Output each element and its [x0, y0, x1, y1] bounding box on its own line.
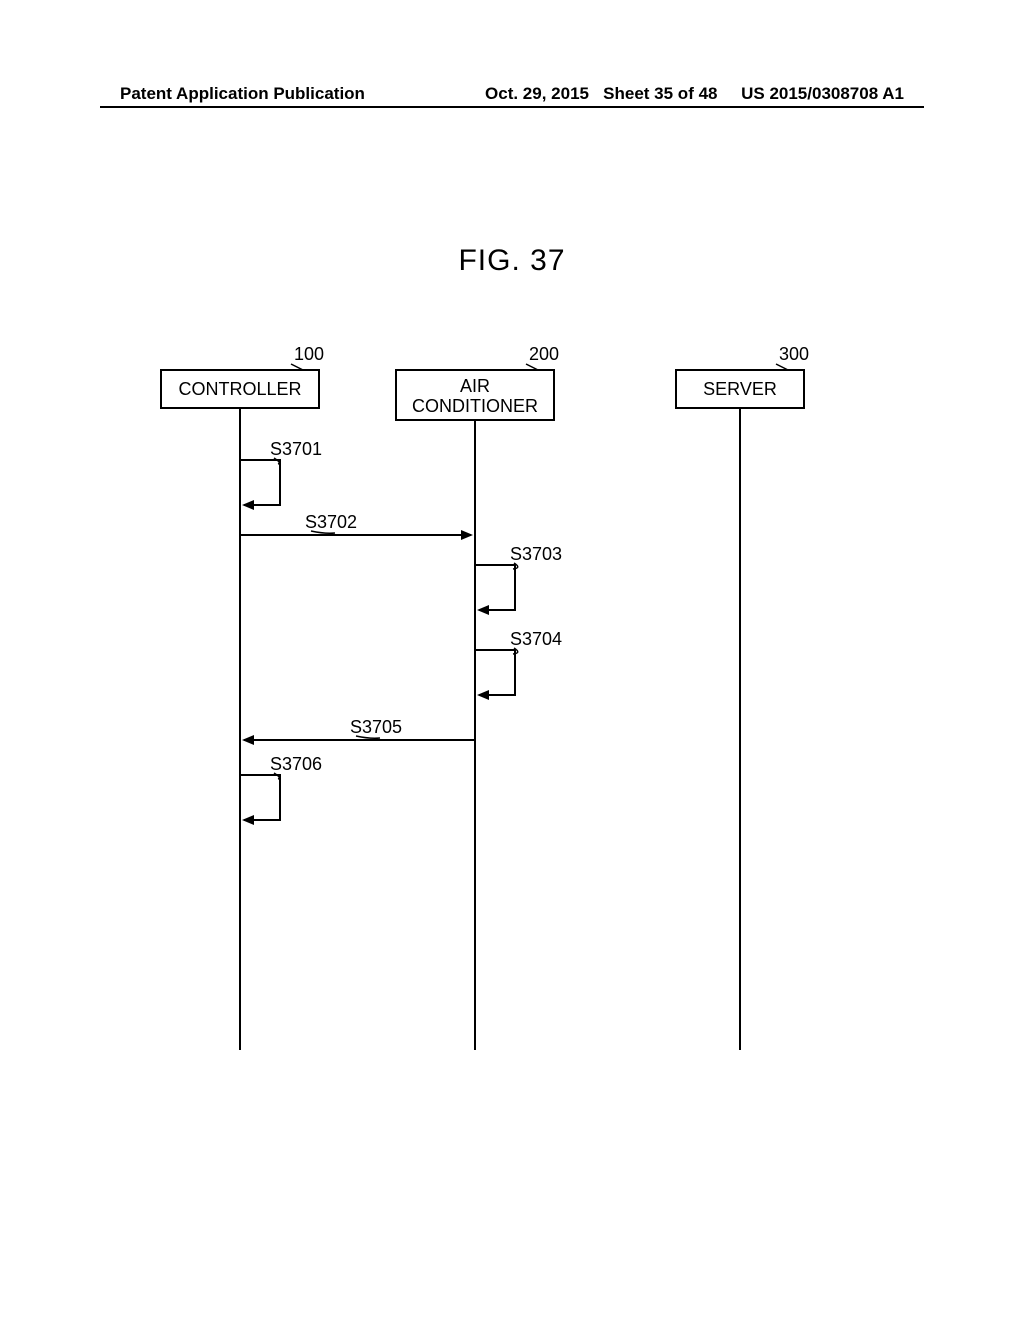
step-label: S3701	[270, 439, 322, 459]
actor-label: SERVER	[703, 379, 777, 399]
self-message	[240, 460, 280, 505]
step-label: S3706	[270, 754, 322, 774]
actor-label: AIR	[460, 376, 490, 396]
step-label: S3702	[305, 512, 357, 532]
self-message	[475, 650, 515, 695]
header-docnum: US 2015/0308708 A1	[741, 84, 904, 103]
self-message	[475, 565, 515, 610]
figure-title: FIG. 37	[0, 244, 1024, 278]
header-sheet: Sheet 35 of 48	[603, 84, 717, 103]
sequence-diagram: 100 CONTROLLER 200 AIRCONDITIONER 300SERVER S…	[130, 340, 890, 1070]
actor-label: CONDITIONER	[412, 396, 538, 416]
actor-ref: 100	[294, 344, 324, 364]
self-message	[240, 775, 280, 820]
page-header: Patent Application Publication Oct. 29, …	[0, 84, 1024, 104]
actor-label: CONTROLLER	[178, 379, 301, 399]
actor-ref: 300	[779, 344, 809, 364]
actor-ref: 200	[529, 344, 559, 364]
header-right: Oct. 29, 2015 Sheet 35 of 48 US 2015/030…	[485, 84, 904, 104]
step-label: S3704	[510, 629, 562, 649]
header-rule	[100, 106, 924, 108]
header-left: Patent Application Publication	[120, 84, 365, 104]
step-label: S3703	[510, 544, 562, 564]
step-label: S3705	[350, 717, 402, 737]
header-date: Oct. 29, 2015	[485, 84, 589, 103]
